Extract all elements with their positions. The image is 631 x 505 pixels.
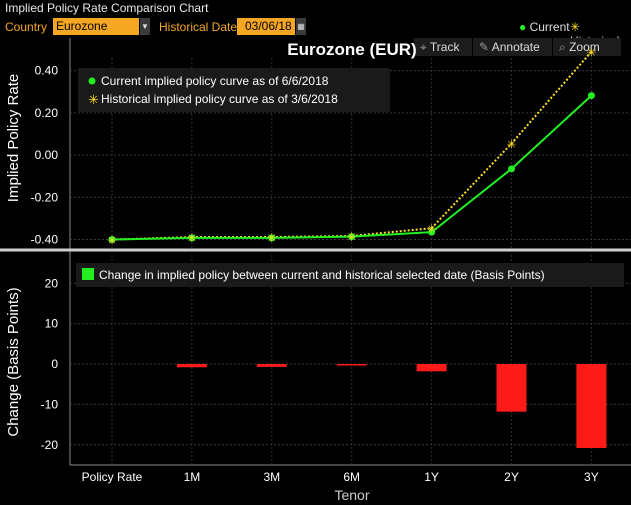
legend-current-item[interactable]: ● Current	[519, 20, 570, 34]
x-tick-label: 6M	[343, 470, 360, 484]
annotate-button[interactable]: ✎ Annotate	[473, 38, 552, 56]
historical-date-label: Historical Date	[159, 20, 238, 34]
bottom-y-tick-label: -20	[41, 438, 59, 452]
top-y-tick-label: 0.00	[35, 148, 59, 162]
current-point	[348, 233, 356, 241]
change-bar	[496, 364, 527, 412]
chart-title: Eurozone (EUR)	[287, 40, 416, 59]
historical-date-field[interactable]: 03/06/18	[237, 18, 295, 35]
bottom-y-tick-label: 20	[45, 276, 59, 290]
historical-point: ✳	[347, 230, 357, 244]
track-button[interactable]: ⌖ Track	[414, 38, 472, 56]
legend-current-marker-icon	[88, 77, 96, 85]
window-title-bar: Implied Policy Rate Comparison Chart	[0, 0, 631, 17]
annotate-label: Annotate	[491, 40, 540, 54]
crosshair-icon: ⌖	[420, 40, 427, 54]
asterisk-icon: ✳	[570, 20, 581, 34]
bottom-y-tick-label: 0	[51, 357, 58, 371]
zoom-button[interactable]: ⌕ Zoom	[553, 38, 621, 56]
historical-point: ✳	[107, 234, 117, 248]
x-tick-label: 3Y	[584, 470, 599, 484]
historical-point: ✳	[427, 222, 437, 236]
top-y-tick-label: 0.20	[35, 106, 59, 120]
change-bar	[576, 364, 607, 449]
bottom-legend-box	[76, 263, 624, 287]
change-bar	[256, 364, 287, 367]
legend-change-label: Change in implied policy between current…	[99, 268, 545, 282]
x-axis-label: Tenor	[334, 487, 369, 503]
dot-icon: ●	[519, 20, 527, 34]
calendar-icon[interactable]: ▦	[296, 18, 306, 35]
top-legend-box	[78, 68, 390, 112]
historical-series-line	[111, 51, 593, 241]
legend-historical-marker-icon: ✳	[88, 92, 99, 107]
x-tick-label: 1M	[184, 470, 201, 484]
track-label: Track	[429, 40, 460, 54]
top-y-tick-label: 0.40	[35, 64, 59, 78]
zoom-label: Zoom	[569, 40, 600, 54]
historical-point: ✳	[187, 231, 197, 245]
current-point	[508, 165, 515, 173]
change-bar	[176, 364, 207, 368]
historical-point: ✳	[506, 138, 516, 152]
top-y-tick-label: -0.40	[31, 233, 59, 247]
toolbar: Country Eurozone ▼ Historical Date 03/06…	[0, 17, 631, 48]
current-point	[188, 234, 196, 242]
change-bar	[416, 364, 447, 372]
change-bar	[336, 364, 367, 366]
chevron-down-icon[interactable]: ▼	[140, 18, 150, 35]
bottom-y-tick-label: 10	[45, 317, 59, 331]
bottom-y-tick-label: -10	[41, 397, 59, 411]
pencil-icon: ✎	[479, 40, 490, 54]
window-title: Implied Policy Rate Comparison Chart	[5, 1, 209, 15]
legend-current-curve-label: Current implied policy curve as of 6/6/2…	[101, 74, 329, 88]
bottom-y-axis-label: Change (Basis Points)	[5, 287, 22, 436]
legend-current-label: Current	[529, 20, 570, 34]
x-tick-label: 2Y	[504, 470, 519, 484]
legend-change-marker-icon	[82, 268, 94, 280]
country-dropdown[interactable]: Eurozone	[53, 18, 139, 35]
current-point	[428, 228, 436, 236]
top-y-axis-label: Implied Policy Rate	[5, 74, 22, 202]
x-tick-label: 3M	[263, 470, 280, 484]
historical-point: ✳	[267, 231, 277, 245]
magnifier-icon: ⌕	[559, 40, 566, 54]
top-y-tick-label: -0.20	[31, 190, 59, 204]
x-tick-label: Policy Rate	[82, 470, 143, 484]
x-tick-label: 1Y	[424, 470, 439, 484]
current-point	[108, 236, 116, 244]
current-point	[268, 234, 276, 242]
current-series-line	[111, 94, 593, 241]
country-label: Country	[5, 20, 48, 34]
current-point	[587, 92, 595, 100]
legend-historical-curve-label: Historical implied policy curve as of 3/…	[101, 92, 338, 106]
